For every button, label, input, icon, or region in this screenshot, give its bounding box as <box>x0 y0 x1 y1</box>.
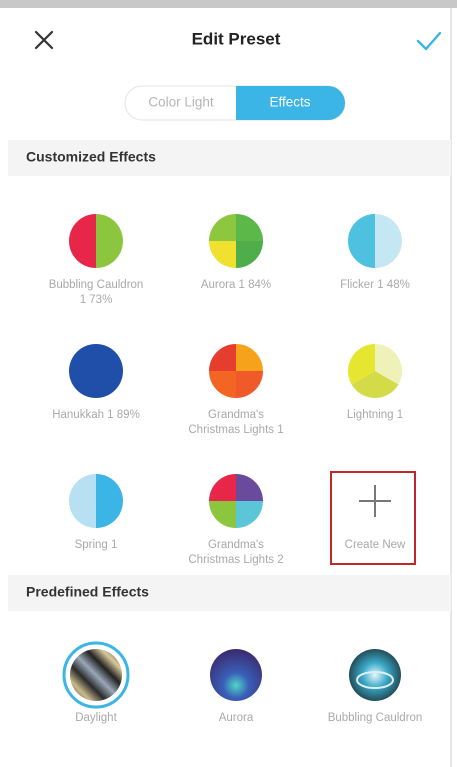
preset-label: Bubbling Cauldron <box>328 712 423 724</box>
effect-item[interactable]: Aurora 1 84% <box>201 214 271 291</box>
section-title: Predefined Effects <box>26 584 149 600</box>
preset-item[interactable]: Aurora <box>210 649 262 724</box>
effect-item[interactable]: Create New <box>331 472 415 564</box>
screen: Edit Preset Color Light Effects Customiz… <box>0 0 457 767</box>
icon-part <box>96 474 123 528</box>
icon-part <box>209 344 236 371</box>
effect-label: Lightning 1 <box>347 409 403 421</box>
effect-item[interactable]: Flicker 1 48% <box>340 214 410 291</box>
preset-item[interactable]: Daylight <box>64 643 128 724</box>
effect-item[interactable]: Hanukkah 1 89% <box>52 344 140 421</box>
effect-label: Hanukkah 1 89% <box>52 409 140 421</box>
effect-label: Aurora 1 84% <box>201 279 271 291</box>
effect-item[interactable]: Spring 1 <box>69 474 123 551</box>
close-icon[interactable] <box>36 32 52 48</box>
icon-part <box>70 649 122 701</box>
icon-part <box>69 344 123 398</box>
preset-label: Daylight <box>75 712 117 724</box>
section-title: Customized Effects <box>26 149 156 165</box>
icon-part <box>210 649 262 701</box>
top-strip <box>0 0 457 8</box>
effect-label: Bubbling Cauldron <box>49 279 144 291</box>
effect-label: Create New <box>345 539 406 551</box>
icon-part <box>236 501 263 528</box>
effect-item[interactable]: Grandma's Christmas Lights 2 <box>188 474 283 566</box>
title: Edit Preset <box>192 29 281 48</box>
tab[interactable]: Effects <box>269 95 310 110</box>
effect-label: 1 73% <box>80 294 113 306</box>
icon-part <box>209 474 236 501</box>
confirm-icon[interactable] <box>418 33 440 49</box>
icon-part <box>236 214 263 241</box>
icon-part <box>348 214 375 268</box>
preset-item[interactable]: Bubbling Cauldron <box>328 649 423 724</box>
effect-label: Christmas Lights 2 <box>188 554 283 566</box>
icon-part <box>236 241 263 268</box>
preset-label: Aurora <box>219 712 254 724</box>
effect-item[interactable]: Lightning 1 <box>347 344 403 421</box>
effect-item[interactable]: Bubbling Cauldron 1 73% <box>49 214 144 306</box>
icon-part <box>375 214 402 268</box>
icon-part <box>209 214 236 241</box>
effect-label: Flicker 1 48% <box>340 279 410 291</box>
icon-part <box>209 241 236 268</box>
effect-item[interactable]: Grandma's Christmas Lights 1 <box>188 344 283 436</box>
icon-part <box>96 214 123 268</box>
icon-part <box>209 371 236 398</box>
icon-part <box>69 474 96 528</box>
icon-part <box>349 649 401 701</box>
tab[interactable]: Color Light <box>148 95 214 110</box>
icon-part <box>209 501 236 528</box>
icon-part <box>236 371 263 398</box>
icon-part <box>236 344 263 371</box>
effect-label: Christmas Lights 1 <box>188 424 283 436</box>
icon-part <box>69 214 96 268</box>
effect-label: Grandma's <box>208 409 264 421</box>
icon-part <box>236 474 263 501</box>
effect-label: Spring 1 <box>75 539 118 551</box>
effect-label: Grandma's <box>208 539 264 551</box>
